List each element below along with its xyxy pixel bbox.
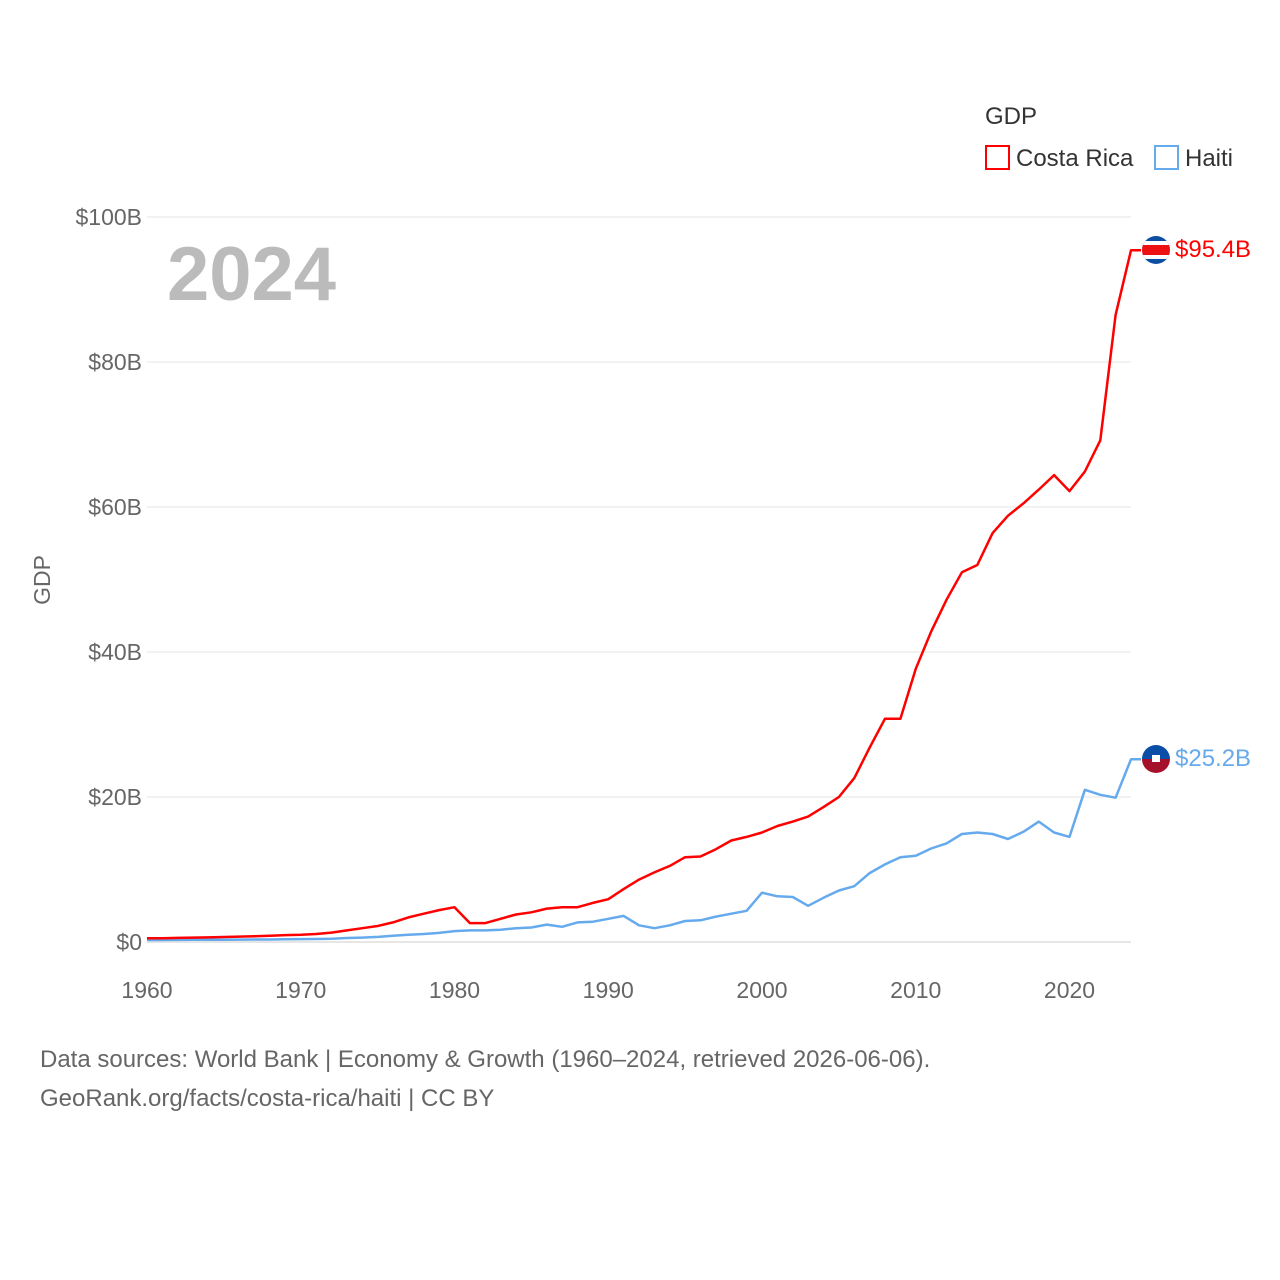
y-tick-label: $40B [88,639,142,665]
legend-swatch-costa-rica[interactable] [985,145,1010,170]
x-tick-label: 1960 [121,977,172,1003]
costa-rica-flag-icon [1142,236,1170,264]
legend-label-haiti[interactable]: Haiti [1185,145,1233,172]
end-label-haiti: $25.2B [1175,745,1251,772]
y-tick-label: $60B [88,494,142,520]
x-tick-label: 2020 [1044,977,1095,1003]
legend-swatch-haiti[interactable] [1154,145,1179,170]
legend-title: GDP [985,103,1037,130]
y-tick-label: $20B [88,784,142,810]
series-line-costa-rica[interactable] [146,249,1141,940]
x-tick-label: 2000 [736,977,787,1003]
x-tick-label: 2010 [890,977,941,1003]
legend: GDP Costa Rica Haiti [985,103,1233,172]
y-tick-label: $0 [116,929,142,955]
y-tick-label: $80B [88,349,142,375]
footer-link[interactable]: GeoRank.org/facts/costa-rica/haiti | CC … [40,1085,495,1112]
x-tick-label: 1970 [275,977,326,1003]
footer-sources: Data sources: World Bank | Economy & Gro… [40,1046,931,1073]
haiti-flag-icon [1142,745,1170,773]
year-title: 2024 [167,232,336,317]
x-tick-label: 1990 [583,977,634,1003]
legend-label-costa-rica[interactable]: Costa Rica [1016,145,1134,172]
y-axis-label: GDP [29,555,55,605]
series-line-haiti[interactable] [147,758,1141,942]
x-tick-label: 1980 [429,977,480,1003]
end-label-costa-rica: $95.4B [1175,236,1251,263]
y-tick-label: $100B [75,204,142,230]
